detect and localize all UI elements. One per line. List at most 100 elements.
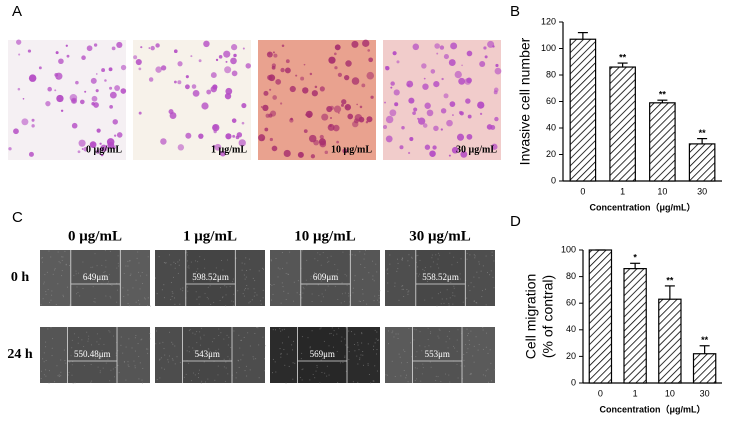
texture [378,295,380,297]
texture [183,376,185,378]
texture [315,370,317,372]
texture [314,377,316,379]
cell-spot [206,89,212,95]
x-tick-label: 30 [700,388,710,398]
texture [352,292,354,294]
texture [210,351,212,353]
cell-spot [479,112,483,115]
texture [197,261,199,263]
texture [192,372,194,374]
texture [346,284,348,286]
cell-spot [198,59,202,63]
texture [297,280,299,282]
texture [364,267,366,269]
texture [138,262,140,264]
texture [165,262,167,264]
texture [424,266,426,268]
texture [344,292,346,294]
texture [399,356,401,358]
texture [397,262,399,264]
texture [272,372,274,374]
texture [42,298,44,300]
texture [288,336,290,338]
texture [218,335,220,337]
texture [277,276,279,278]
texture [260,303,262,305]
texture [492,276,494,278]
texture [252,356,254,358]
cell-spot [448,154,451,157]
cell-spot [305,110,313,118]
texture [141,272,143,274]
cell-spot [45,101,51,107]
cell-spot [231,44,238,51]
texture [60,371,62,373]
texture [289,251,291,253]
texture [164,354,166,356]
cell-spot [329,124,332,127]
texture [94,301,96,303]
texture [43,281,45,283]
texture [326,375,328,377]
cell-spot [308,134,317,143]
texture [430,331,432,333]
texture [348,330,350,332]
texture [67,286,69,288]
texture [445,373,447,375]
texture [437,258,439,260]
texture [264,370,266,372]
texture [240,359,242,361]
texture [319,328,321,330]
texture [168,355,170,357]
cell-spot [47,86,52,92]
texture [283,328,285,330]
texture [246,375,248,377]
texture [334,264,336,266]
texture [248,302,250,304]
cell-spot [28,74,37,82]
texture [353,279,355,281]
texture [111,284,113,286]
x-tick-label: 0 [580,186,585,196]
cell-spot [272,95,277,100]
texture [203,361,205,363]
cell-spot [426,109,434,117]
texture [115,352,117,354]
texture [116,289,118,291]
texture [302,292,304,294]
texture [109,295,111,297]
cell-spot [198,133,204,139]
cell-spot [192,89,200,97]
texture [415,329,417,331]
texture [336,351,338,353]
texture [112,335,114,337]
texture [163,348,165,350]
texture [122,287,124,289]
texture [456,261,458,263]
cell-spot [311,90,318,97]
texture [127,265,129,267]
cell-spot [203,40,210,48]
texture [170,299,172,301]
texture [447,347,449,349]
texture [140,275,142,277]
cell-spot [324,150,329,155]
texture [50,327,52,329]
texture [55,303,57,305]
wound-gap [300,250,351,306]
texture [430,366,432,368]
cell-spot [150,45,155,51]
texture [271,284,273,286]
texture [141,382,143,384]
cell-spot [467,114,472,119]
texture [208,348,210,350]
texture [296,292,298,294]
cell-spot [58,58,64,65]
texture [46,271,48,273]
cell-spot [394,102,399,107]
texture [163,284,165,286]
texture [427,327,429,329]
texture [92,286,94,288]
texture [258,270,260,272]
texture [61,270,63,272]
